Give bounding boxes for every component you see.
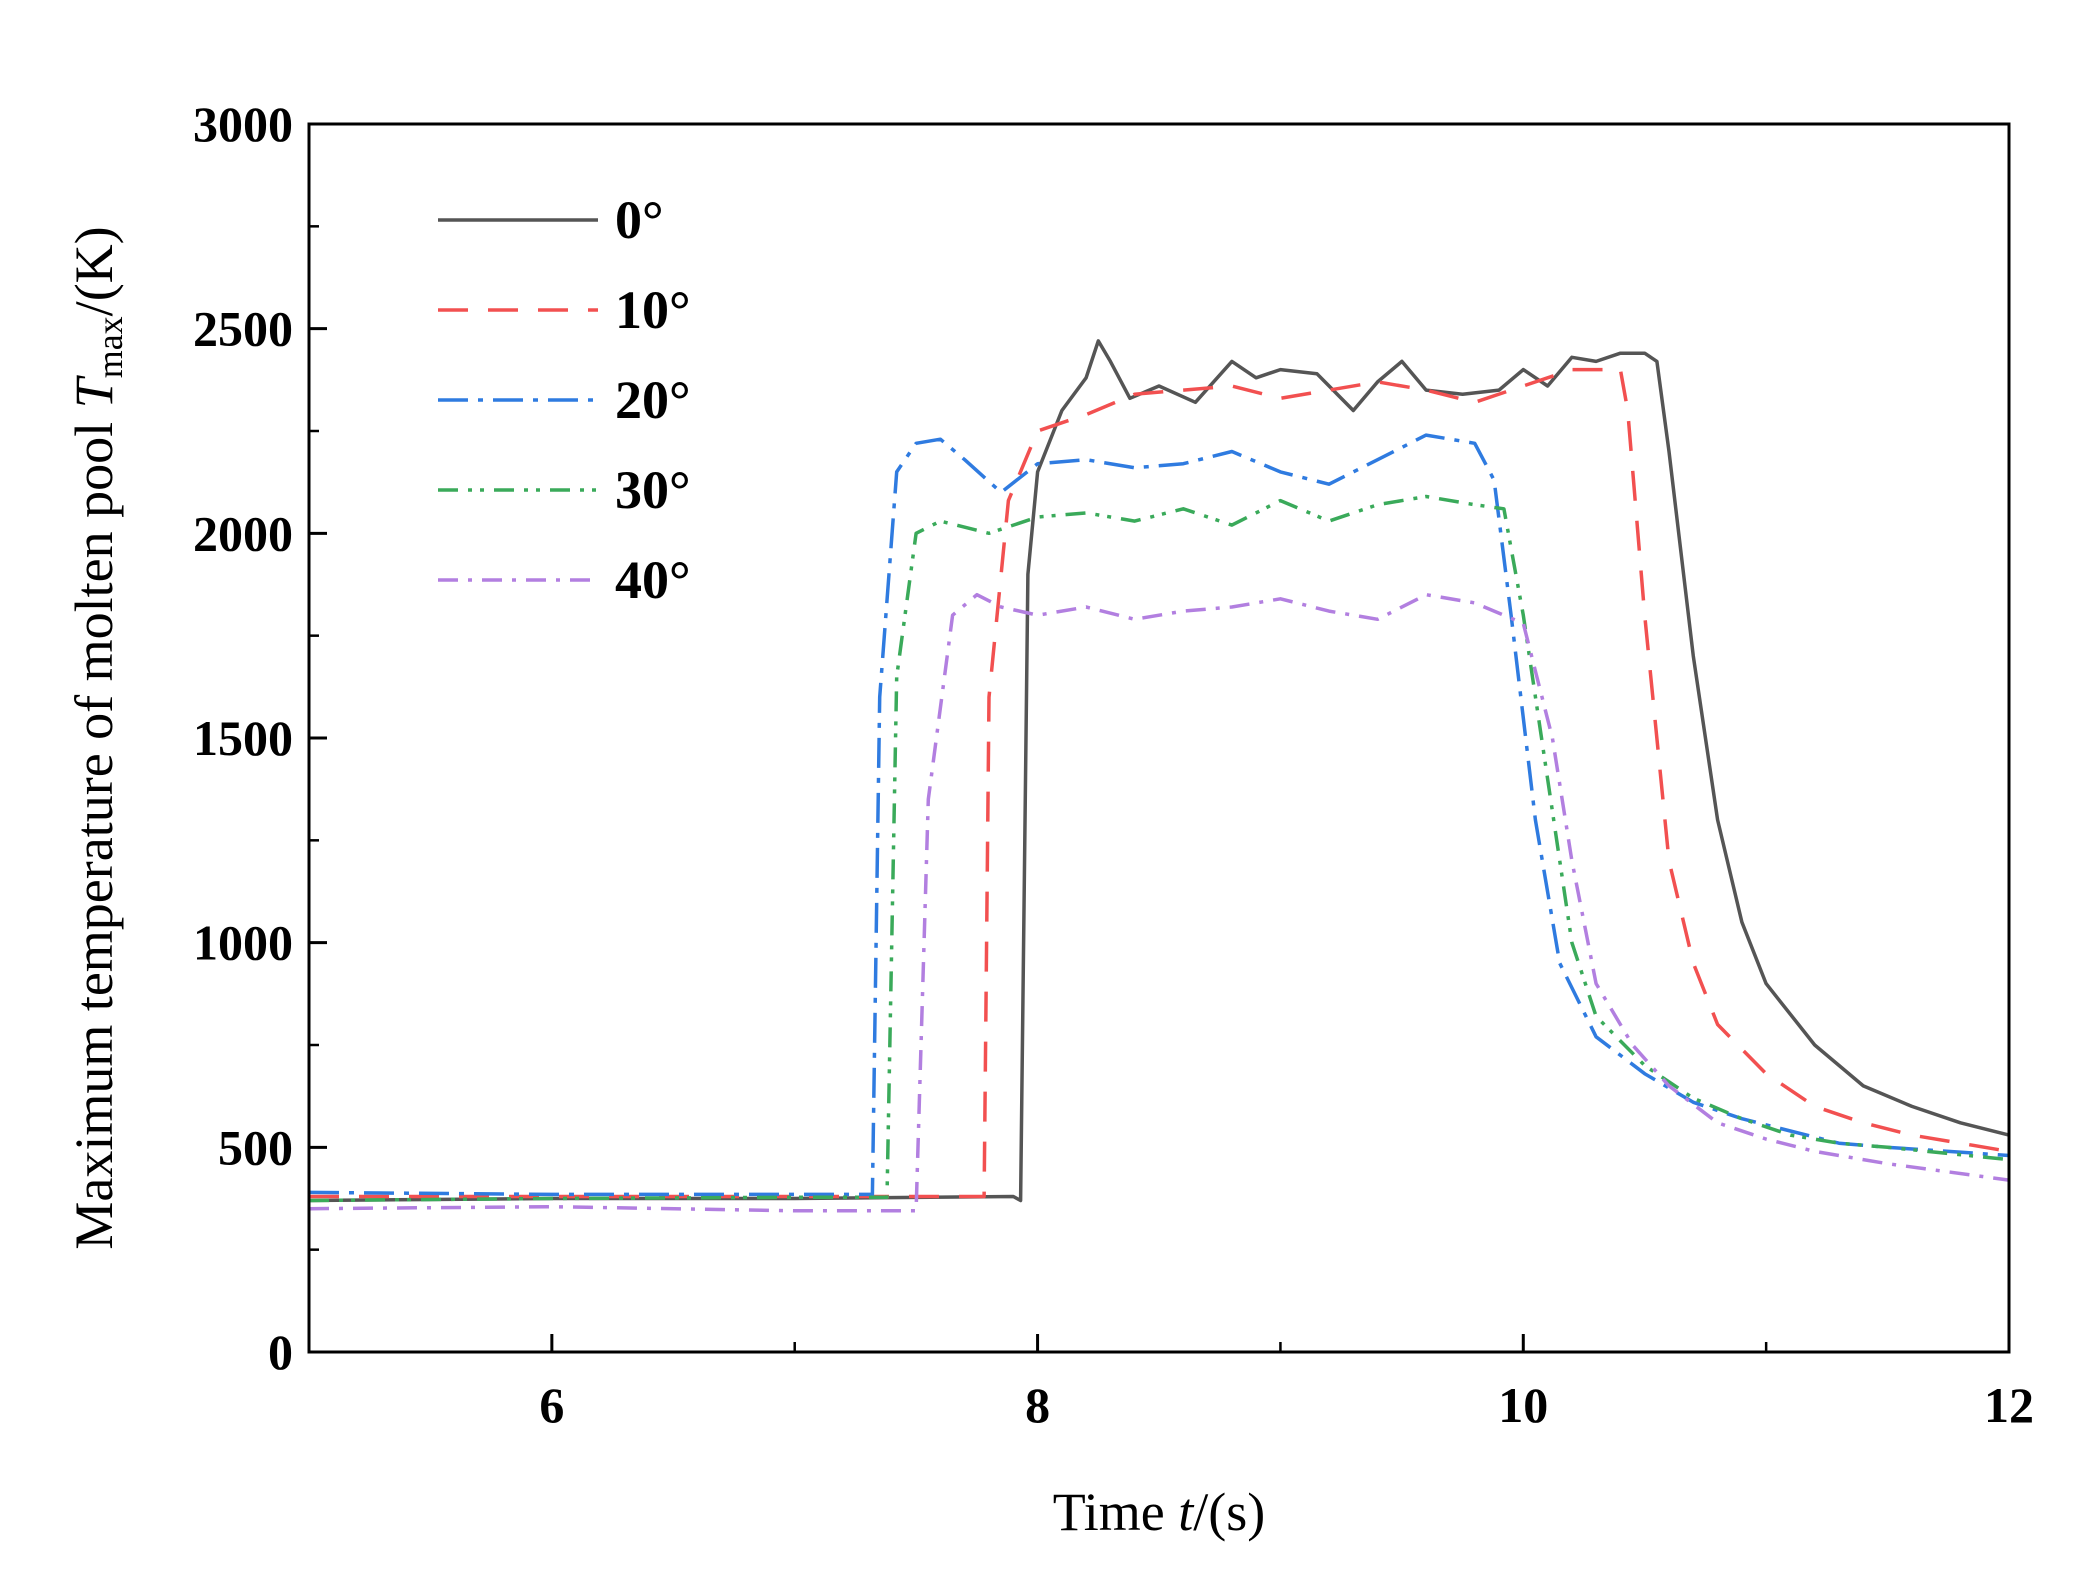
legend-label: 0° (615, 190, 664, 250)
plot-area-frame (307, 122, 2011, 1354)
x-tick-label: 10 (1498, 1377, 1548, 1433)
series-line-3 (308, 494, 2010, 1203)
y-tick-label: 2000 (193, 505, 293, 561)
legend-label: 30° (615, 460, 691, 520)
y-tick-label: 2500 (193, 301, 293, 357)
series-line-1 (309, 367, 2010, 1199)
x-axis-title: Time t/(s) (1053, 1482, 1266, 1542)
series-layer (308, 339, 2010, 1213)
legend-label: 20° (615, 370, 691, 430)
legend-label: 40° (615, 550, 691, 610)
y-tick-label: 3000 (193, 96, 293, 152)
y-tick-label: 0 (268, 1324, 293, 1380)
y-tick-label: 1000 (193, 915, 293, 971)
x-tick-label: 12 (1984, 1377, 2034, 1433)
series-line-2 (308, 433, 2010, 1197)
legend: 0° 10° 20° 30° 40° (438, 190, 691, 610)
y-tick-label: 1500 (193, 710, 293, 766)
legend-label: 10° (615, 280, 691, 340)
x-tick-label: 8 (1025, 1377, 1050, 1433)
x-tick-label: 6 (539, 1377, 564, 1433)
y-tick-label: 500 (218, 1119, 293, 1175)
series-line-0 (308, 339, 2010, 1203)
y-axis-title: Maximum temperature of molten pool Tmax/… (64, 226, 130, 1249)
series-line-4 (308, 592, 2010, 1213)
y-axis: 0 500 1000 1500 2000 2500 3000 (193, 96, 327, 1380)
x-axis: 6 8 10 12 (307, 1334, 2034, 1433)
